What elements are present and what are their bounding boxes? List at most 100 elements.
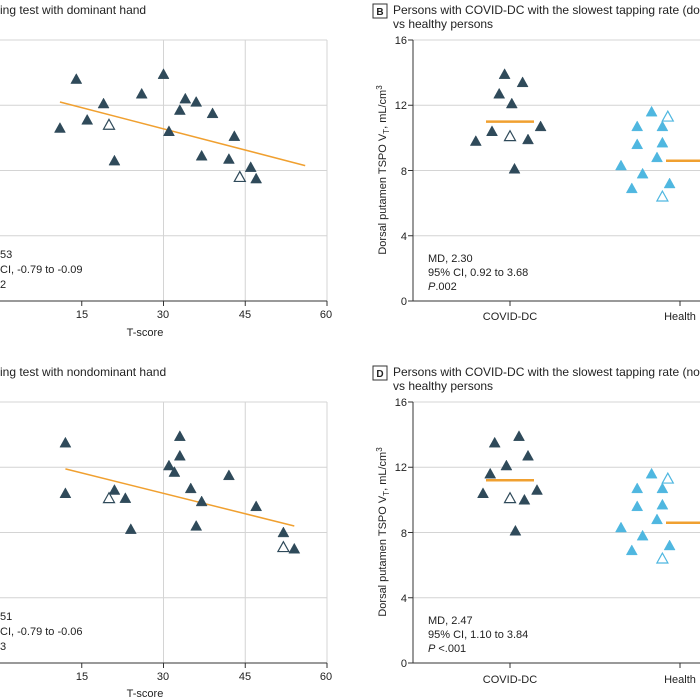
c-point-open xyxy=(276,540,290,553)
panel-c-points xyxy=(59,430,301,554)
panel-d-stat-ci: 95% CI, 1.10 to 3.84 xyxy=(428,629,528,641)
panel-c: ing test with nondominant hand 15 30 45 … xyxy=(0,365,332,700)
panel-b-stat-md: MD, 2.30 xyxy=(428,253,473,265)
panel-d: D Persons with COVID-DC with the slowest… xyxy=(372,365,700,686)
panel-d-y-label-unit: , mL/cm xyxy=(377,452,389,491)
c-point-filled xyxy=(119,492,132,503)
a-point-filled xyxy=(81,113,94,125)
d-healthy-point-open xyxy=(655,551,669,564)
d-healthy-point-filled xyxy=(625,544,638,556)
panel-a-points xyxy=(54,68,263,184)
b-healthy-point-filled xyxy=(636,167,649,179)
panel-d-ytick-4: 4 xyxy=(401,593,407,605)
b-healthy-point-filled xyxy=(631,120,644,132)
b-covid-point-filled xyxy=(534,120,547,132)
panel-b: B Persons with COVID-DC with the slowest… xyxy=(372,3,700,323)
a-point-filled xyxy=(173,104,186,115)
d-healthy-point-filled xyxy=(631,482,644,494)
panel-a-gridlines xyxy=(0,39,328,301)
panel-c-x-label: T-score xyxy=(127,688,164,700)
c-point-filled xyxy=(222,469,235,481)
a-point-filled xyxy=(70,73,83,84)
panel-d-y-label-main: Dorsal putamen TSPO V xyxy=(377,495,389,617)
panel-c-fit-line xyxy=(65,468,295,527)
d-covid-point-open xyxy=(503,491,517,504)
d-covid-point-filled xyxy=(500,459,513,471)
a-point-filled xyxy=(135,87,148,99)
panel-d-ytick-8: 8 xyxy=(401,528,407,540)
panel-a-stat-1: 53 xyxy=(0,249,12,261)
d-healthy-point-filled xyxy=(656,482,669,494)
panel-d-title-line-1: Persons with COVID-DC with the slowest t… xyxy=(393,365,700,379)
panel-b-badge-letter: B xyxy=(376,7,383,18)
c-point-filled xyxy=(195,495,208,507)
panel-a-xtick-30: 30 xyxy=(157,309,169,321)
b-covid-point-open xyxy=(503,129,517,142)
panel-c-stat-1: 51 xyxy=(0,611,12,623)
d-healthy-point-filled xyxy=(615,521,627,533)
b-healthy-point-open xyxy=(655,189,669,202)
c-point-filled xyxy=(168,466,181,477)
c-point-filled xyxy=(184,482,197,494)
d-healthy-point-open xyxy=(661,471,675,484)
b-covid-point-filled xyxy=(508,162,521,174)
d-covid-point-filled xyxy=(484,467,497,479)
panel-a-fit-line xyxy=(59,101,306,167)
panel-b-stat-p: P.002 xyxy=(428,281,457,293)
a-point-filled xyxy=(206,107,219,119)
b-covid-point-filled xyxy=(522,133,534,145)
panel-d-title-line-2: vs healthy persons xyxy=(393,379,493,393)
b-healthy-point-filled xyxy=(656,136,669,148)
b-healthy-point-filled xyxy=(625,182,638,194)
b-healthy-point-filled xyxy=(631,138,644,150)
panel-b-y-label: Dorsal putamen TSPO VT, mL/cm3 xyxy=(375,85,391,255)
d-covid-point-filled xyxy=(513,430,525,441)
a-point-filled xyxy=(222,153,235,164)
panel-d-ytick-12: 12 xyxy=(395,462,407,474)
panel-c-stat-3: 3 xyxy=(0,641,6,653)
panel-b-ytick-8: 8 xyxy=(401,166,407,178)
panel-c-stat-2: CI, -0.79 to -0.06 xyxy=(0,626,83,638)
panel-b-category-healthy: Health xyxy=(664,311,696,323)
panel-a-stat-3: 2 xyxy=(0,279,6,291)
c-point-filled xyxy=(250,500,263,512)
panel-b-gridlines xyxy=(413,39,700,237)
d-healthy-point-filled xyxy=(656,498,669,510)
a-point-filled xyxy=(97,97,110,109)
a-point-filled xyxy=(250,172,263,184)
panel-d-badge-letter: D xyxy=(376,369,383,380)
panel-d-stat-p: P <.001 xyxy=(428,643,466,655)
c-point-filled xyxy=(163,459,175,471)
a-point-filled xyxy=(179,92,192,104)
a-point-filled xyxy=(54,122,66,133)
a-point-filled xyxy=(190,95,203,107)
d-healthy-point-filled xyxy=(631,500,644,512)
a-point-filled xyxy=(163,125,175,136)
panel-b-y-label-main: Dorsal putamen TSPO V xyxy=(377,133,389,255)
c-point-open xyxy=(102,491,116,504)
panel-a-xtick-15: 15 xyxy=(76,309,88,321)
panel-b-ytick-12: 12 xyxy=(395,100,407,112)
panel-d-stat-p-value: <.001 xyxy=(438,643,466,655)
d-healthy-point-filled xyxy=(645,467,658,479)
panel-c-title: ing test with nondominant hand xyxy=(0,365,166,379)
b-healthy-point-open xyxy=(661,109,675,122)
panel-d-category-covid: COVID-DC xyxy=(483,674,537,686)
d-covid-point-filled xyxy=(531,484,543,495)
panel-d-badge xyxy=(372,365,388,381)
panel-b-y-label-sub: T xyxy=(382,129,391,134)
panel-c-gridlines xyxy=(0,401,328,663)
b-covid-point-filled xyxy=(516,76,529,88)
panel-d-y-label-sup: 3 xyxy=(375,447,384,452)
panel-c-x-ticks xyxy=(81,663,328,668)
a-point-filled xyxy=(244,161,257,172)
a-point-open xyxy=(102,118,116,130)
panel-d-y-label-sub: T xyxy=(382,491,391,496)
panel-a-stat-2: CI, -0.79 to -0.09 xyxy=(0,264,83,276)
panel-d-points xyxy=(477,430,700,564)
panel-a-xtick-60: 60 xyxy=(320,309,332,321)
panel-b-y-ticks xyxy=(408,39,413,302)
panel-c-xtick-45: 45 xyxy=(239,671,251,683)
panel-c-xtick-15: 15 xyxy=(76,671,88,683)
